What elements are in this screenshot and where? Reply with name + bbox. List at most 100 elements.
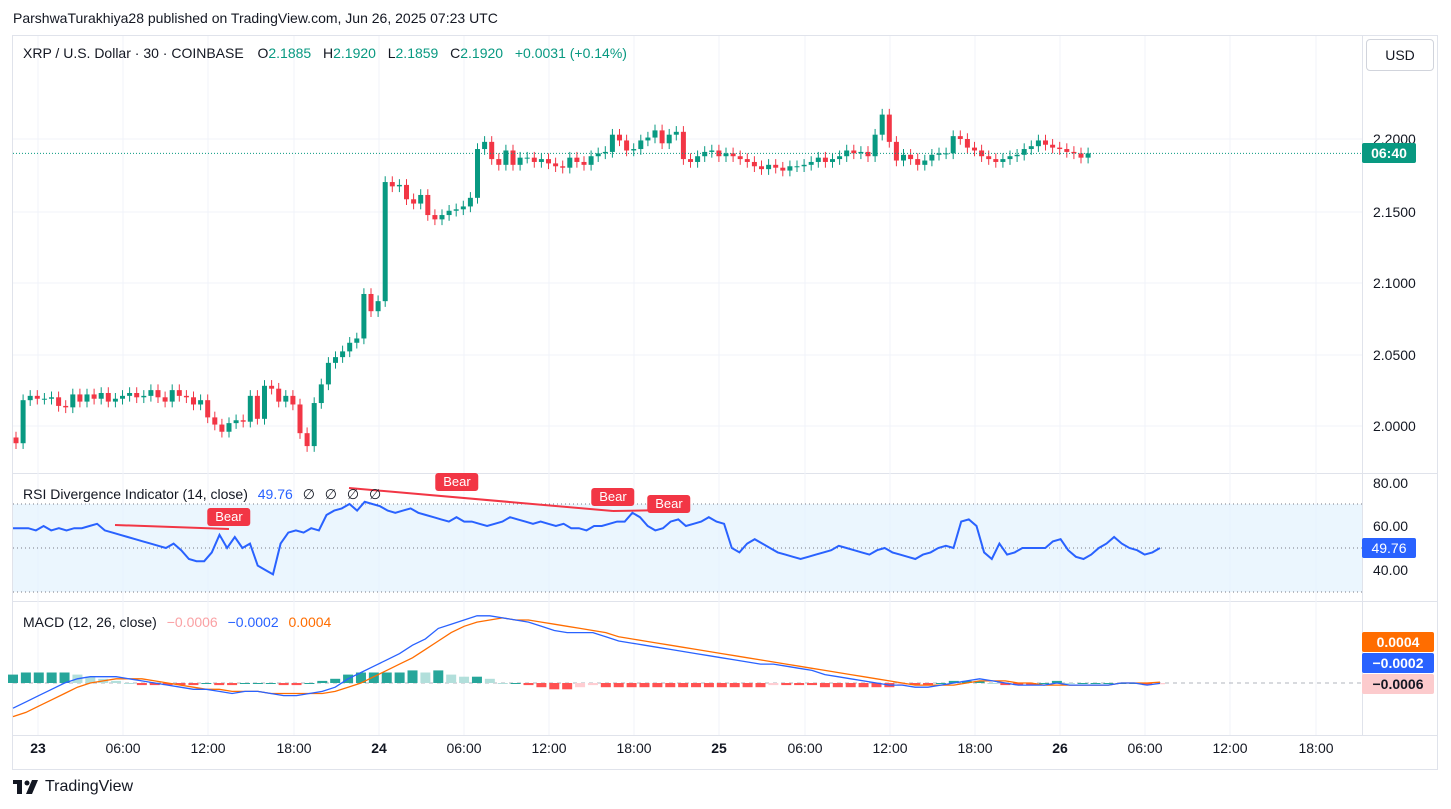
macd-histogram-bar — [46, 672, 57, 683]
macd-histogram-bar — [149, 683, 160, 686]
candle-body — [730, 153, 736, 157]
candle-body — [49, 397, 54, 399]
candle-body — [638, 140, 644, 150]
macd-histogram-bar — [781, 683, 792, 686]
candle-body — [183, 395, 189, 398]
candle-body — [872, 134, 878, 157]
macd-histogram-bar — [742, 683, 753, 688]
candle-body — [1035, 140, 1041, 147]
macd-title[interactable]: MACD (12, 26, close) — [23, 614, 157, 630]
rsi-legend: RSI Divergence Indicator (14, close) 49.… — [23, 486, 381, 503]
macd-histogram-bar — [201, 683, 212, 684]
candle-body — [624, 140, 630, 151]
macd-histogram-bar — [575, 683, 586, 688]
rsi-tick: 40.00 — [1373, 562, 1409, 578]
macd-histogram-bar — [665, 683, 676, 688]
macd-histogram-bar — [317, 680, 328, 683]
macd-histogram-bar — [716, 683, 727, 688]
candle-body — [915, 159, 921, 165]
macd-histogram-bar — [639, 683, 650, 688]
candle-body — [91, 394, 97, 399]
price-change: +0.0031 (+0.14%) — [514, 45, 627, 61]
macd-histogram-bar — [1026, 683, 1037, 686]
macd-histogram-bar — [471, 676, 482, 683]
candle-body — [759, 166, 764, 170]
candle-body — [41, 398, 47, 400]
candle-body — [879, 114, 885, 135]
candle-body — [815, 157, 821, 162]
macd-histogram-bar — [497, 683, 508, 684]
published-line: ParshwaTurakhiya28 published on TradingV… — [13, 10, 498, 26]
candle-body — [595, 153, 601, 157]
candle-body — [489, 141, 495, 160]
candle-body — [155, 390, 161, 398]
rsi-title[interactable]: RSI Divergence Indicator (14, close) — [23, 486, 248, 502]
candle-body — [950, 136, 956, 154]
candle-body — [986, 156, 992, 160]
time-tick: 18:00 — [616, 740, 652, 756]
macd-histogram-bar — [59, 672, 70, 683]
candle-body — [219, 424, 225, 432]
candle-body — [645, 137, 651, 141]
ohlc-open-label: O — [257, 45, 269, 61]
macd-histogram-bar — [703, 683, 714, 688]
pane-separator-rsi[interactable] — [12, 473, 1438, 474]
macd-histogram-bar — [510, 683, 521, 684]
candle-body — [276, 388, 282, 402]
candle-body — [1085, 153, 1091, 158]
candle-body — [631, 149, 637, 151]
bear-divergence-line — [348, 487, 614, 512]
candle-body — [475, 149, 480, 198]
ohlc-low-value: 2.1859 — [395, 45, 439, 61]
candle-body — [673, 131, 679, 135]
currency-button[interactable]: USD — [1366, 39, 1434, 71]
candle-body — [105, 392, 111, 402]
candle-body — [929, 154, 935, 161]
brand-name: TradingView — [45, 778, 134, 795]
ohlc-high-label: H — [322, 45, 334, 61]
macd-histogram-bar — [33, 672, 44, 683]
macd-histogram-bar — [961, 680, 972, 683]
macd-histogram-bar — [85, 676, 96, 683]
candle-body — [226, 423, 232, 432]
macd-histogram-bar — [974, 680, 985, 683]
symbol-title[interactable]: XRP / U.S. Dollar · 30 · COINBASE — [23, 45, 244, 61]
macd-histogram-bar — [111, 680, 122, 683]
ohlc-close-label: C — [450, 45, 461, 61]
rsi-value: 49.76 — [257, 486, 293, 502]
candle-body — [120, 395, 125, 399]
candle-body — [347, 342, 353, 352]
time-tick: 18:00 — [276, 740, 312, 756]
bear-divergence-line — [114, 524, 230, 530]
macd-histogram-bar — [587, 683, 598, 686]
candle-body — [240, 420, 246, 422]
macd-histogram-bar — [729, 683, 740, 688]
candle-body — [496, 159, 502, 165]
macd-histogram-bar — [600, 683, 611, 688]
candle-body — [262, 385, 267, 419]
macd-line — [12, 615, 1161, 709]
macd-histogram-bar — [1013, 683, 1024, 686]
candle-body — [1000, 159, 1006, 162]
candle-body — [1071, 151, 1077, 154]
candle-body — [439, 215, 445, 220]
candle-body — [20, 400, 26, 444]
candle-body — [425, 194, 431, 216]
candle-countdown-tag: 06:40 — [1362, 143, 1416, 163]
pane-separator-macd[interactable] — [12, 601, 1438, 602]
macd-histogram-bar — [549, 683, 560, 690]
candle-body — [254, 395, 260, 419]
candle-body — [801, 164, 807, 167]
macd-histogram-bar — [536, 683, 547, 688]
candle-body — [979, 150, 985, 157]
candle-body — [460, 206, 466, 210]
candle-body — [482, 141, 488, 150]
macd-histogram-bar — [987, 683, 998, 684]
candle-body — [382, 182, 388, 302]
candle-body — [524, 157, 530, 159]
macd-histogram-bar — [1103, 683, 1114, 684]
macd-histogram-bar — [691, 683, 702, 688]
tradingview-brand[interactable]: TradingView — [13, 778, 133, 796]
macd-histogram-bar — [755, 683, 766, 688]
